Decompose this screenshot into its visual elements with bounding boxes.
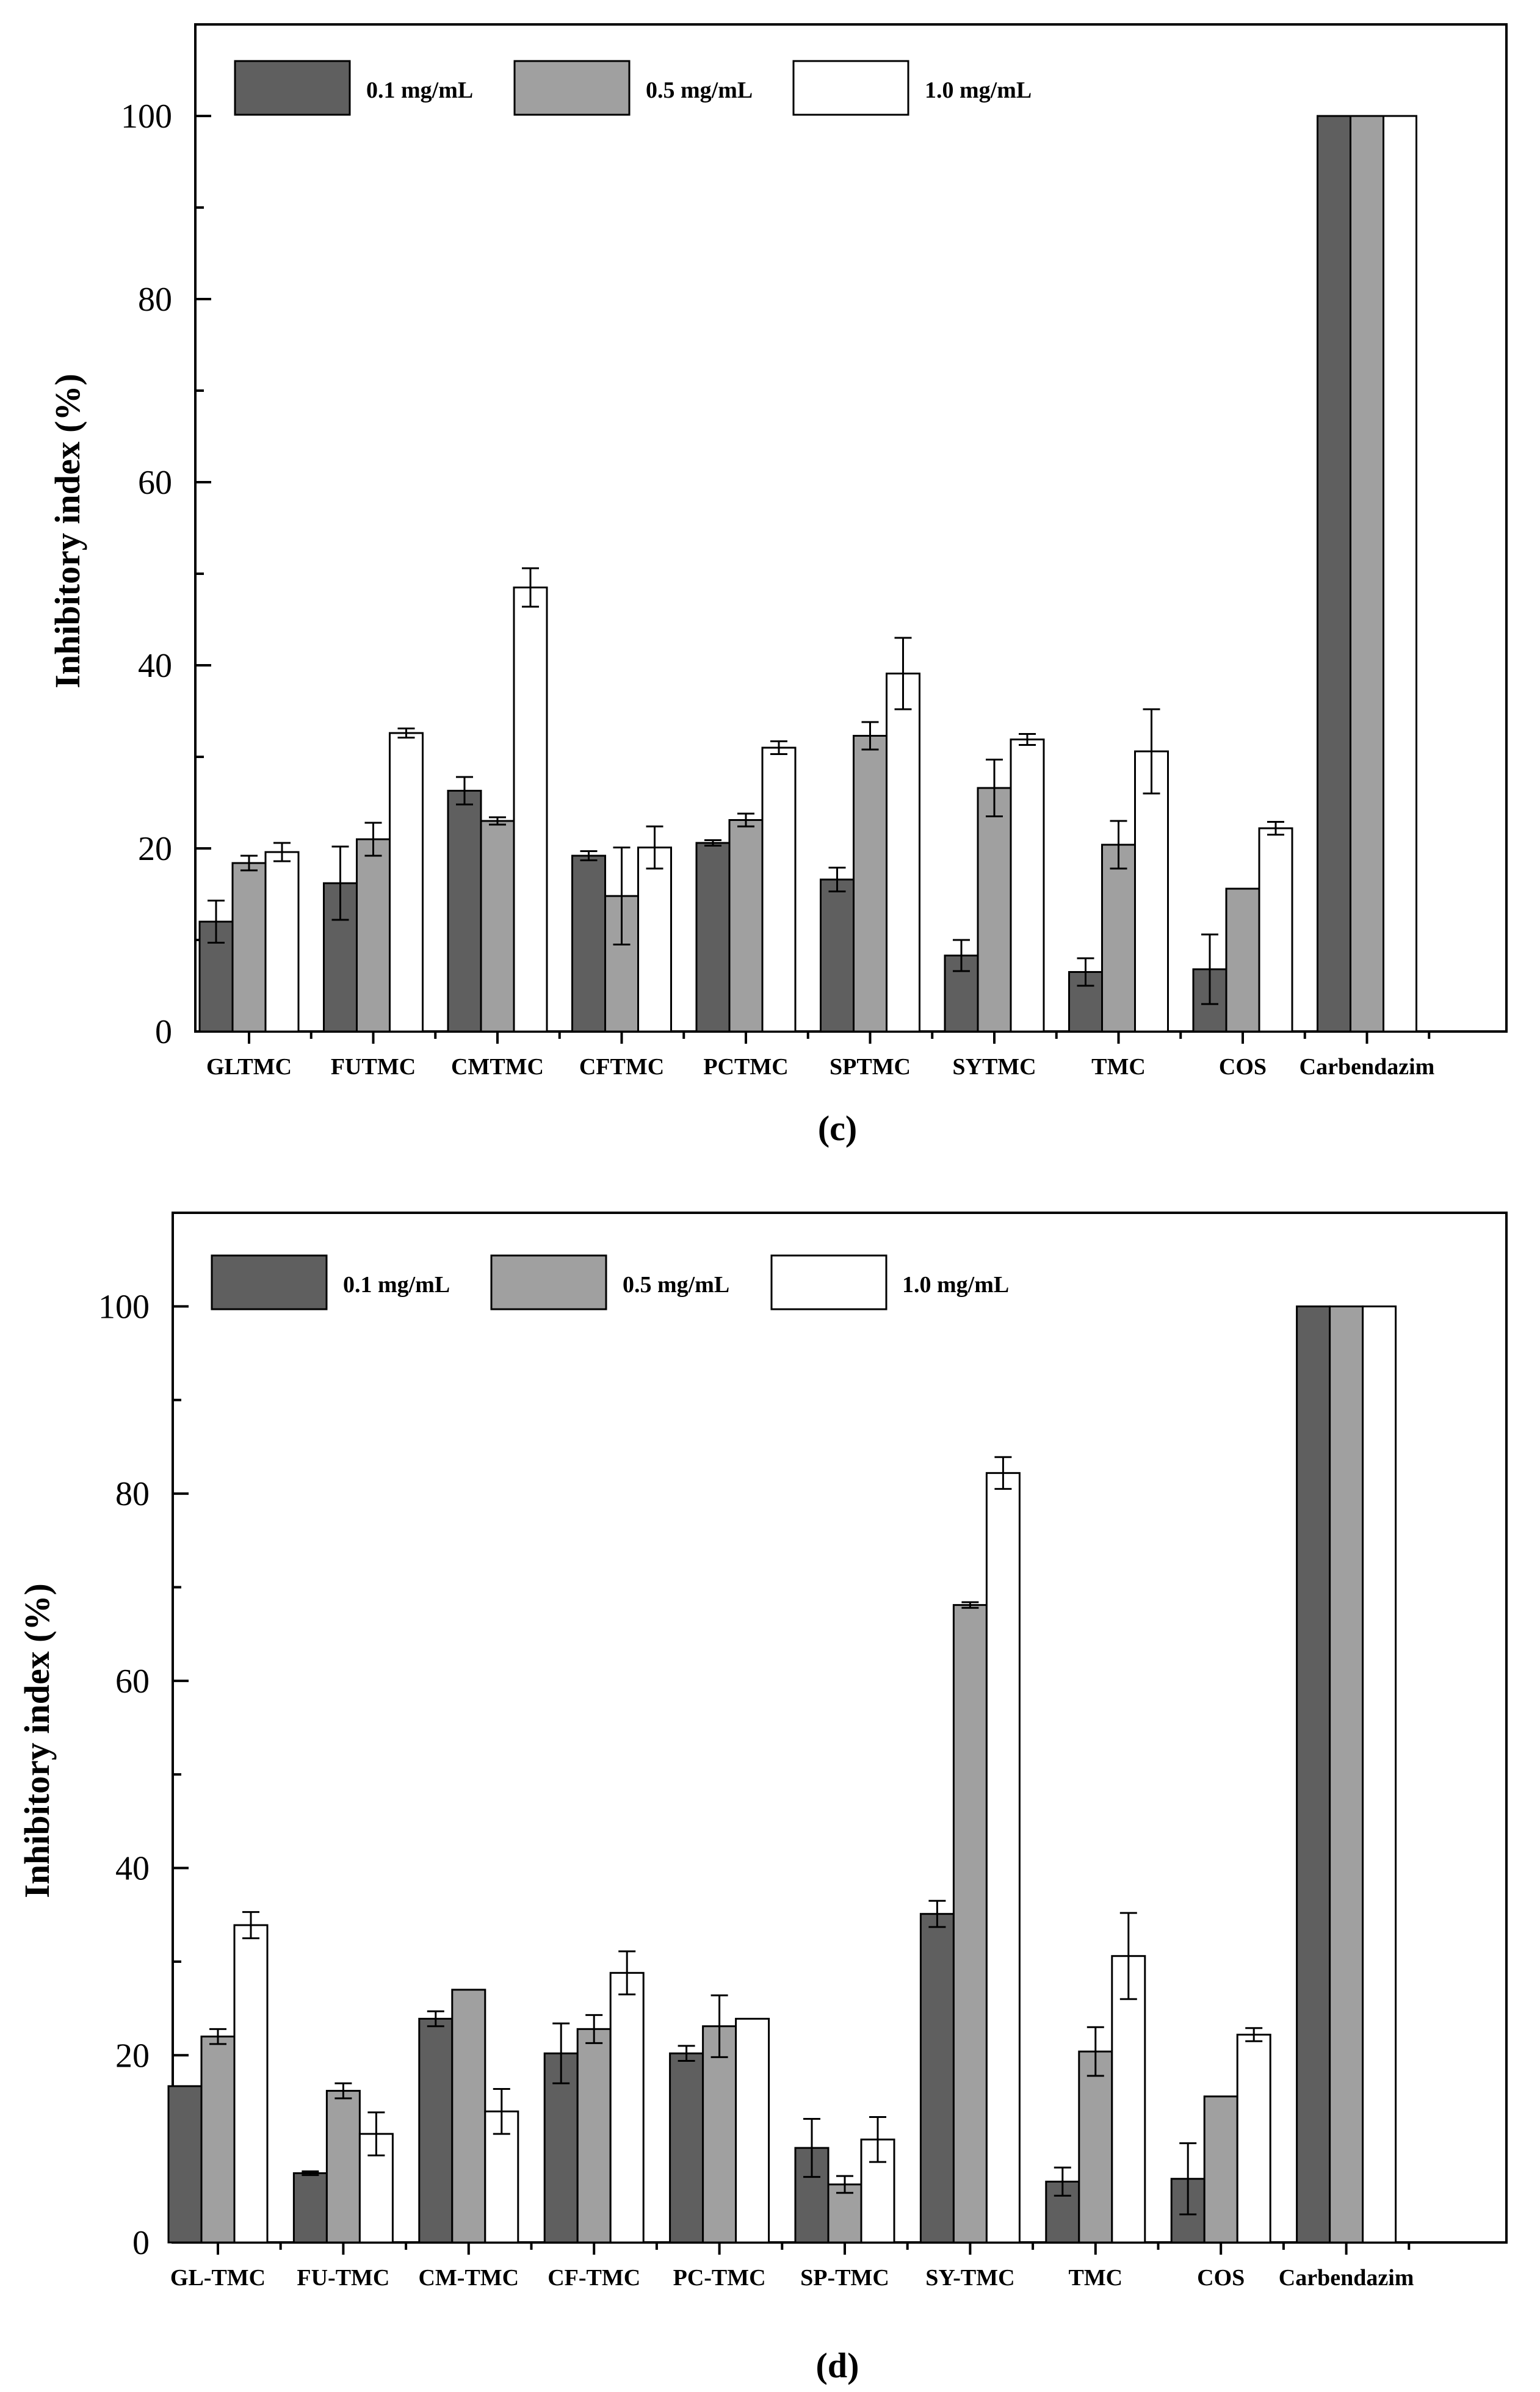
bar <box>576 2028 612 2244</box>
bar <box>1010 739 1045 1033</box>
bar <box>977 787 1012 1033</box>
bar <box>1225 887 1260 1033</box>
bar <box>233 1924 269 2244</box>
bar <box>389 732 424 1033</box>
bar <box>1383 115 1417 1033</box>
bar <box>609 1971 645 2244</box>
bar <box>860 2138 895 2244</box>
bar <box>695 842 731 1033</box>
x-tick-label: COS <box>1219 1054 1267 1080</box>
bar <box>728 819 764 1033</box>
legend-label: 1.0 mg/mL <box>902 1272 1009 1298</box>
bar <box>292 2172 328 2244</box>
y-tick-label: 60 <box>115 1663 150 1700</box>
x-tick-label: CM-TMC <box>418 2265 519 2291</box>
x-tick-label: SPTMC <box>830 1054 911 1080</box>
x-tick-label: FU-TMC <box>297 2265 389 2291</box>
bar <box>231 862 267 1033</box>
bar <box>571 855 606 1033</box>
bar <box>735 2017 770 2244</box>
x-tick-label: GLTMC <box>206 1054 292 1080</box>
y-tick-label: 60 <box>138 464 172 502</box>
bar <box>1350 115 1384 1033</box>
legend-label: 0.1 mg/mL <box>343 1272 450 1298</box>
x-tick-label: PCTMC <box>703 1054 788 1080</box>
x-tick-label: SYTMC <box>952 1054 1036 1080</box>
legend-label: 0.1 mg/mL <box>366 78 473 103</box>
bar <box>356 838 391 1033</box>
bar <box>447 790 482 1033</box>
legend-label: 0.5 mg/mL <box>623 1272 729 1298</box>
bar <box>886 673 920 1033</box>
bar <box>543 2052 579 2244</box>
bar <box>1101 844 1136 1033</box>
bar <box>1258 827 1293 1033</box>
bar <box>919 1913 955 2244</box>
chart-panel-c: Inhibitory index (%) (c) 0 20 40 60 80 100 GLT… <box>48 23 1508 1148</box>
bar <box>418 2017 454 2244</box>
bar <box>1329 1305 1364 2244</box>
y-axis-title: Inhibitory index (%) <box>48 374 87 688</box>
y-tick-label: 20 <box>138 830 172 868</box>
y-tick-label: 0 <box>155 1013 172 1051</box>
bar <box>669 2052 704 2244</box>
y-tick-label: 80 <box>138 281 172 319</box>
y-tick-label: 80 <box>115 1475 150 1513</box>
legend-swatch <box>770 1254 887 1310</box>
legend-swatch <box>211 1254 328 1310</box>
legend-label: 1.0 mg/mL <box>925 78 1032 103</box>
bar <box>1111 1955 1146 2244</box>
x-tick-label: COS <box>1197 2265 1245 2291</box>
y-axis-title: Inhibitory index (%) <box>17 1583 57 1898</box>
y-tick-label: 20 <box>115 2037 150 2075</box>
bar <box>820 878 855 1033</box>
bar <box>325 2090 361 2244</box>
bar <box>1078 2050 1113 2244</box>
x-tick-label: FUTMC <box>331 1054 416 1080</box>
bar <box>702 2025 737 2244</box>
bar <box>1296 1305 1331 2244</box>
x-tick-label: GL-TMC <box>170 2265 266 2291</box>
bar <box>853 735 887 1033</box>
bar <box>1362 1305 1397 2244</box>
legend-swatch <box>792 60 909 116</box>
x-tick-label: CMTMC <box>451 1054 544 1080</box>
x-tick-label: CF-TMC <box>548 2265 640 2291</box>
x-tick-label: PC-TMC <box>673 2265 766 2291</box>
x-tick-label: Carbendazim <box>1300 1054 1435 1080</box>
y-tick-label: 0 <box>132 2224 150 2262</box>
bar <box>264 851 300 1033</box>
bar <box>761 746 797 1033</box>
x-tick-label: CFTMC <box>579 1054 664 1080</box>
y-tick-label: 40 <box>138 647 172 685</box>
legend-label: 0.5 mg/mL <box>646 78 753 103</box>
bar <box>451 1989 486 2244</box>
x-tick-label: TMC <box>1068 2265 1122 2291</box>
x-tick-label: SP-TMC <box>800 2265 889 2291</box>
bar <box>200 2036 236 2244</box>
bar <box>985 1472 1021 2244</box>
y-tick-label: 100 <box>121 98 172 135</box>
bar <box>167 2085 203 2244</box>
bar <box>1134 750 1169 1033</box>
bar <box>1203 2095 1238 2244</box>
y-tick-label: 40 <box>115 1850 150 1888</box>
x-tick-label: SY-TMC <box>925 2265 1014 2291</box>
chart-panel-d: Inhibitory index (%) (d) 0 20 40 60 80 100 GL-… <box>17 1212 1508 2385</box>
legend-swatch <box>234 60 351 116</box>
bar <box>513 587 548 1033</box>
legend-swatch <box>490 1254 607 1310</box>
x-tick-label: TMC <box>1091 1054 1146 1080</box>
bar <box>1236 2034 1271 2244</box>
x-tick-label: Carbendazim <box>1279 2265 1414 2291</box>
bar <box>1317 115 1351 1033</box>
panel-label: (c) <box>818 1108 857 1148</box>
panel-label: (d) <box>816 2346 859 2385</box>
bar <box>952 1604 988 2244</box>
legend-swatch <box>513 60 631 116</box>
bar <box>637 847 672 1033</box>
bar <box>480 820 515 1033</box>
y-tick-label: 100 <box>98 1288 150 1326</box>
